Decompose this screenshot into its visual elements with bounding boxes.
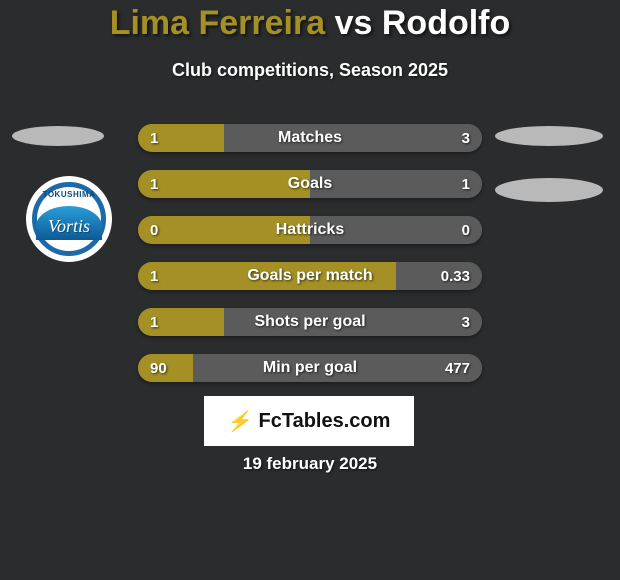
comparison-bars: Matches13Goals11Hattricks00Goals per mat…: [138, 124, 482, 400]
stat-row: Min per goal90 477: [138, 354, 482, 382]
stat-row: Shots per goal1 3: [138, 308, 482, 336]
page-title: Lima Ferreira vs Rodolfo: [0, 4, 620, 43]
team-badge-a: TOKUSHIMA Vortis: [26, 176, 112, 262]
avatar-shadow-a: [12, 126, 104, 146]
stat-value-b: 477: [445, 354, 470, 382]
branding-text: FcTables.com: [259, 410, 391, 433]
stat-label: Hattricks: [138, 216, 482, 244]
title-vs: vs: [335, 4, 382, 42]
stat-value-a: 0: [150, 216, 158, 244]
badge-top-text: TOKUSHIMA: [43, 190, 96, 199]
stat-label: Matches: [138, 124, 482, 152]
stat-value-b: 3: [462, 124, 470, 152]
stat-label: Min per goal: [138, 354, 482, 382]
stat-value-a: 1: [150, 262, 158, 290]
stat-label: Goals: [138, 170, 482, 198]
stat-row: Goals per match1 0.33: [138, 262, 482, 290]
date-label: 19 february 2025: [0, 454, 620, 474]
avatar-shadow-b-top: [495, 126, 603, 146]
stat-value-b: 0: [462, 216, 470, 244]
title-player-b: Rodolfo: [382, 4, 510, 42]
infographic-canvas: Lima Ferreira vs Rodolfo Club competitio…: [0, 0, 620, 580]
avatar-shadow-b-bottom: [495, 178, 603, 202]
stat-value-a: 1: [150, 308, 158, 336]
stat-value-b: 0.33: [441, 262, 470, 290]
stat-value-a: 90: [150, 354, 167, 382]
stat-value-b: 3: [462, 308, 470, 336]
branding-badge: ⚡ FcTables.com: [204, 396, 414, 446]
branding-mark-icon: ⚡: [225, 409, 254, 434]
stat-row: Goals1 1: [138, 170, 482, 198]
stat-row: Hattricks0 0: [138, 216, 482, 244]
stat-row: Matches1 3: [138, 124, 482, 152]
subtitle: Club competitions, Season 2025: [0, 60, 620, 81]
stat-label: Shots per goal: [138, 308, 482, 336]
stat-value-a: 1: [150, 170, 158, 198]
stat-value-b: 1: [462, 170, 470, 198]
stat-value-a: 1: [150, 124, 158, 152]
badge-main-text: Vortis: [48, 216, 90, 237]
title-player-a: Lima Ferreira: [110, 4, 325, 42]
stat-label: Goals per match: [138, 262, 482, 290]
